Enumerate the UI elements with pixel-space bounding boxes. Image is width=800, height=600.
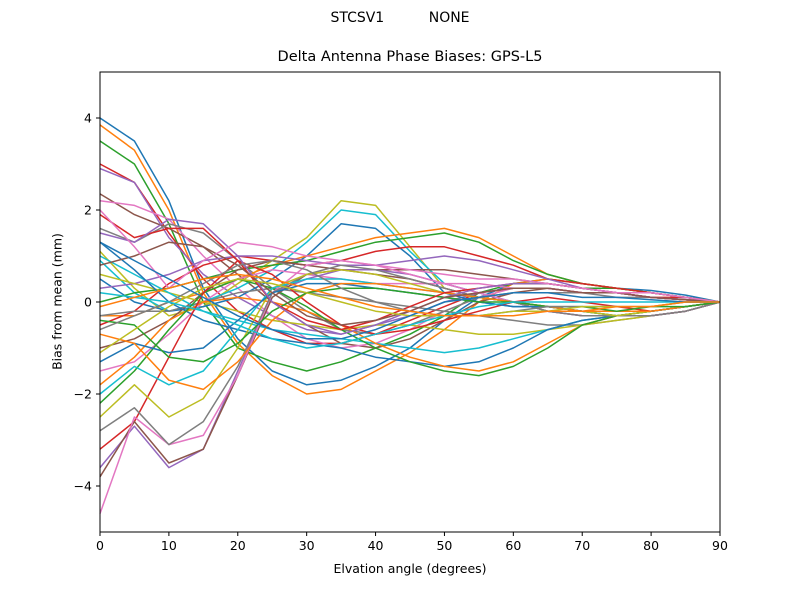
x-tick-label: 30 xyxy=(299,538,315,553)
series-line xyxy=(99,292,720,349)
figure-suptitle: STCSV1 NONE xyxy=(330,10,470,26)
x-axis: 0 10 20 30 40 50 60 70 80 90 xyxy=(96,532,728,553)
chart-title: Delta Antenna Phase Biases: GPS-L5 xyxy=(277,49,543,65)
series-line xyxy=(99,218,721,335)
y-axis: −4 −2 0 2 4 xyxy=(74,111,100,494)
x-tick-label: 80 xyxy=(643,538,659,553)
x-tick-label: 90 xyxy=(712,538,728,553)
x-axis-label: Elvation angle (degrees) xyxy=(333,561,487,576)
x-tick-label: 60 xyxy=(505,538,521,553)
series-line xyxy=(99,273,720,317)
x-tick-label: 20 xyxy=(230,538,246,553)
y-tick-label: −4 xyxy=(74,479,92,494)
y-tick-label: 4 xyxy=(84,111,92,126)
x-tick-label: 0 xyxy=(96,538,104,553)
y-axis-label: Bias from mean (mm) xyxy=(49,233,65,370)
x-tick-label: 70 xyxy=(574,538,590,553)
series-lines xyxy=(99,117,721,514)
x-tick-label: 10 xyxy=(161,538,177,553)
x-tick-label: 50 xyxy=(436,538,452,553)
y-tick-label: 2 xyxy=(84,203,92,218)
series-line xyxy=(99,209,721,303)
y-tick-label: −2 xyxy=(74,387,92,402)
series-line xyxy=(99,287,721,363)
x-tick-label: 40 xyxy=(368,538,384,553)
series-line xyxy=(99,241,720,340)
y-tick-label: 0 xyxy=(84,295,92,310)
series-line xyxy=(99,269,721,418)
series-line xyxy=(99,246,721,326)
series-line xyxy=(99,124,721,395)
